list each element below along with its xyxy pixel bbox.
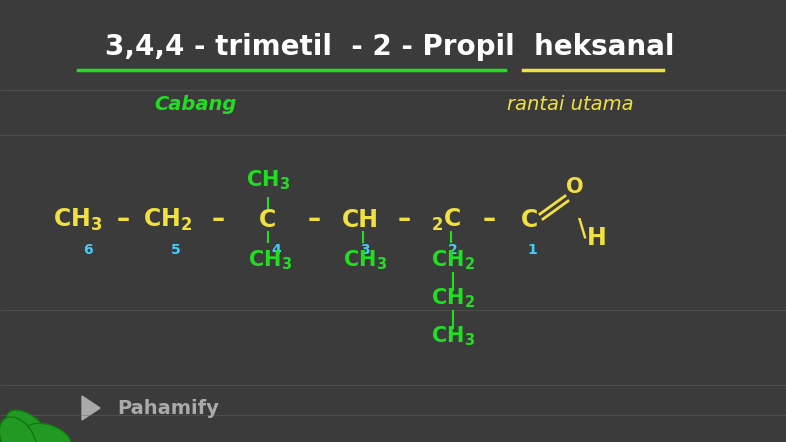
Text: $\mathregular{CH_3}$: $\mathregular{CH_3}$ xyxy=(431,324,475,348)
Text: C: C xyxy=(521,208,538,232)
Text: 2: 2 xyxy=(448,243,458,257)
Text: \: \ xyxy=(578,216,586,240)
Text: $\mathregular{CH_2}$: $\mathregular{CH_2}$ xyxy=(143,207,193,233)
Text: $\mathregular{CH_3}$: $\mathregular{CH_3}$ xyxy=(246,168,290,192)
Ellipse shape xyxy=(25,423,71,442)
Text: 5: 5 xyxy=(171,243,181,257)
Text: CH: CH xyxy=(341,208,379,232)
Text: $\mathregular{CH_2}$: $\mathregular{CH_2}$ xyxy=(431,248,475,272)
Polygon shape xyxy=(82,396,100,420)
Ellipse shape xyxy=(6,410,50,442)
Text: H: H xyxy=(587,226,607,250)
Text: $\mathregular{_2C}$: $\mathregular{_2C}$ xyxy=(431,207,461,233)
Text: 3,4,4 - trimetil  - 2 - Propil  heksanal: 3,4,4 - trimetil - 2 - Propil heksanal xyxy=(105,33,674,61)
Text: $\mathregular{CH_3}$: $\mathregular{CH_3}$ xyxy=(248,248,292,272)
Text: 3: 3 xyxy=(360,243,369,257)
Text: 1: 1 xyxy=(527,243,537,257)
Text: –: – xyxy=(116,207,130,233)
Ellipse shape xyxy=(0,417,37,442)
Text: –: – xyxy=(307,207,321,233)
Text: Cabang: Cabang xyxy=(154,95,236,114)
Text: C: C xyxy=(259,208,277,232)
Text: –: – xyxy=(398,207,410,233)
Text: O: O xyxy=(566,177,584,197)
Text: 4: 4 xyxy=(271,243,281,257)
Text: $\mathregular{CH_3}$: $\mathregular{CH_3}$ xyxy=(343,248,387,272)
Text: –: – xyxy=(483,207,495,233)
Text: –: – xyxy=(211,207,225,233)
Text: rantai utama: rantai utama xyxy=(507,95,634,114)
Text: $\mathregular{CH_3}$: $\mathregular{CH_3}$ xyxy=(53,207,103,233)
Text: 6: 6 xyxy=(83,243,93,257)
Text: $\mathregular{CH_2}$: $\mathregular{CH_2}$ xyxy=(431,286,475,310)
Text: Pahamify: Pahamify xyxy=(117,399,219,418)
